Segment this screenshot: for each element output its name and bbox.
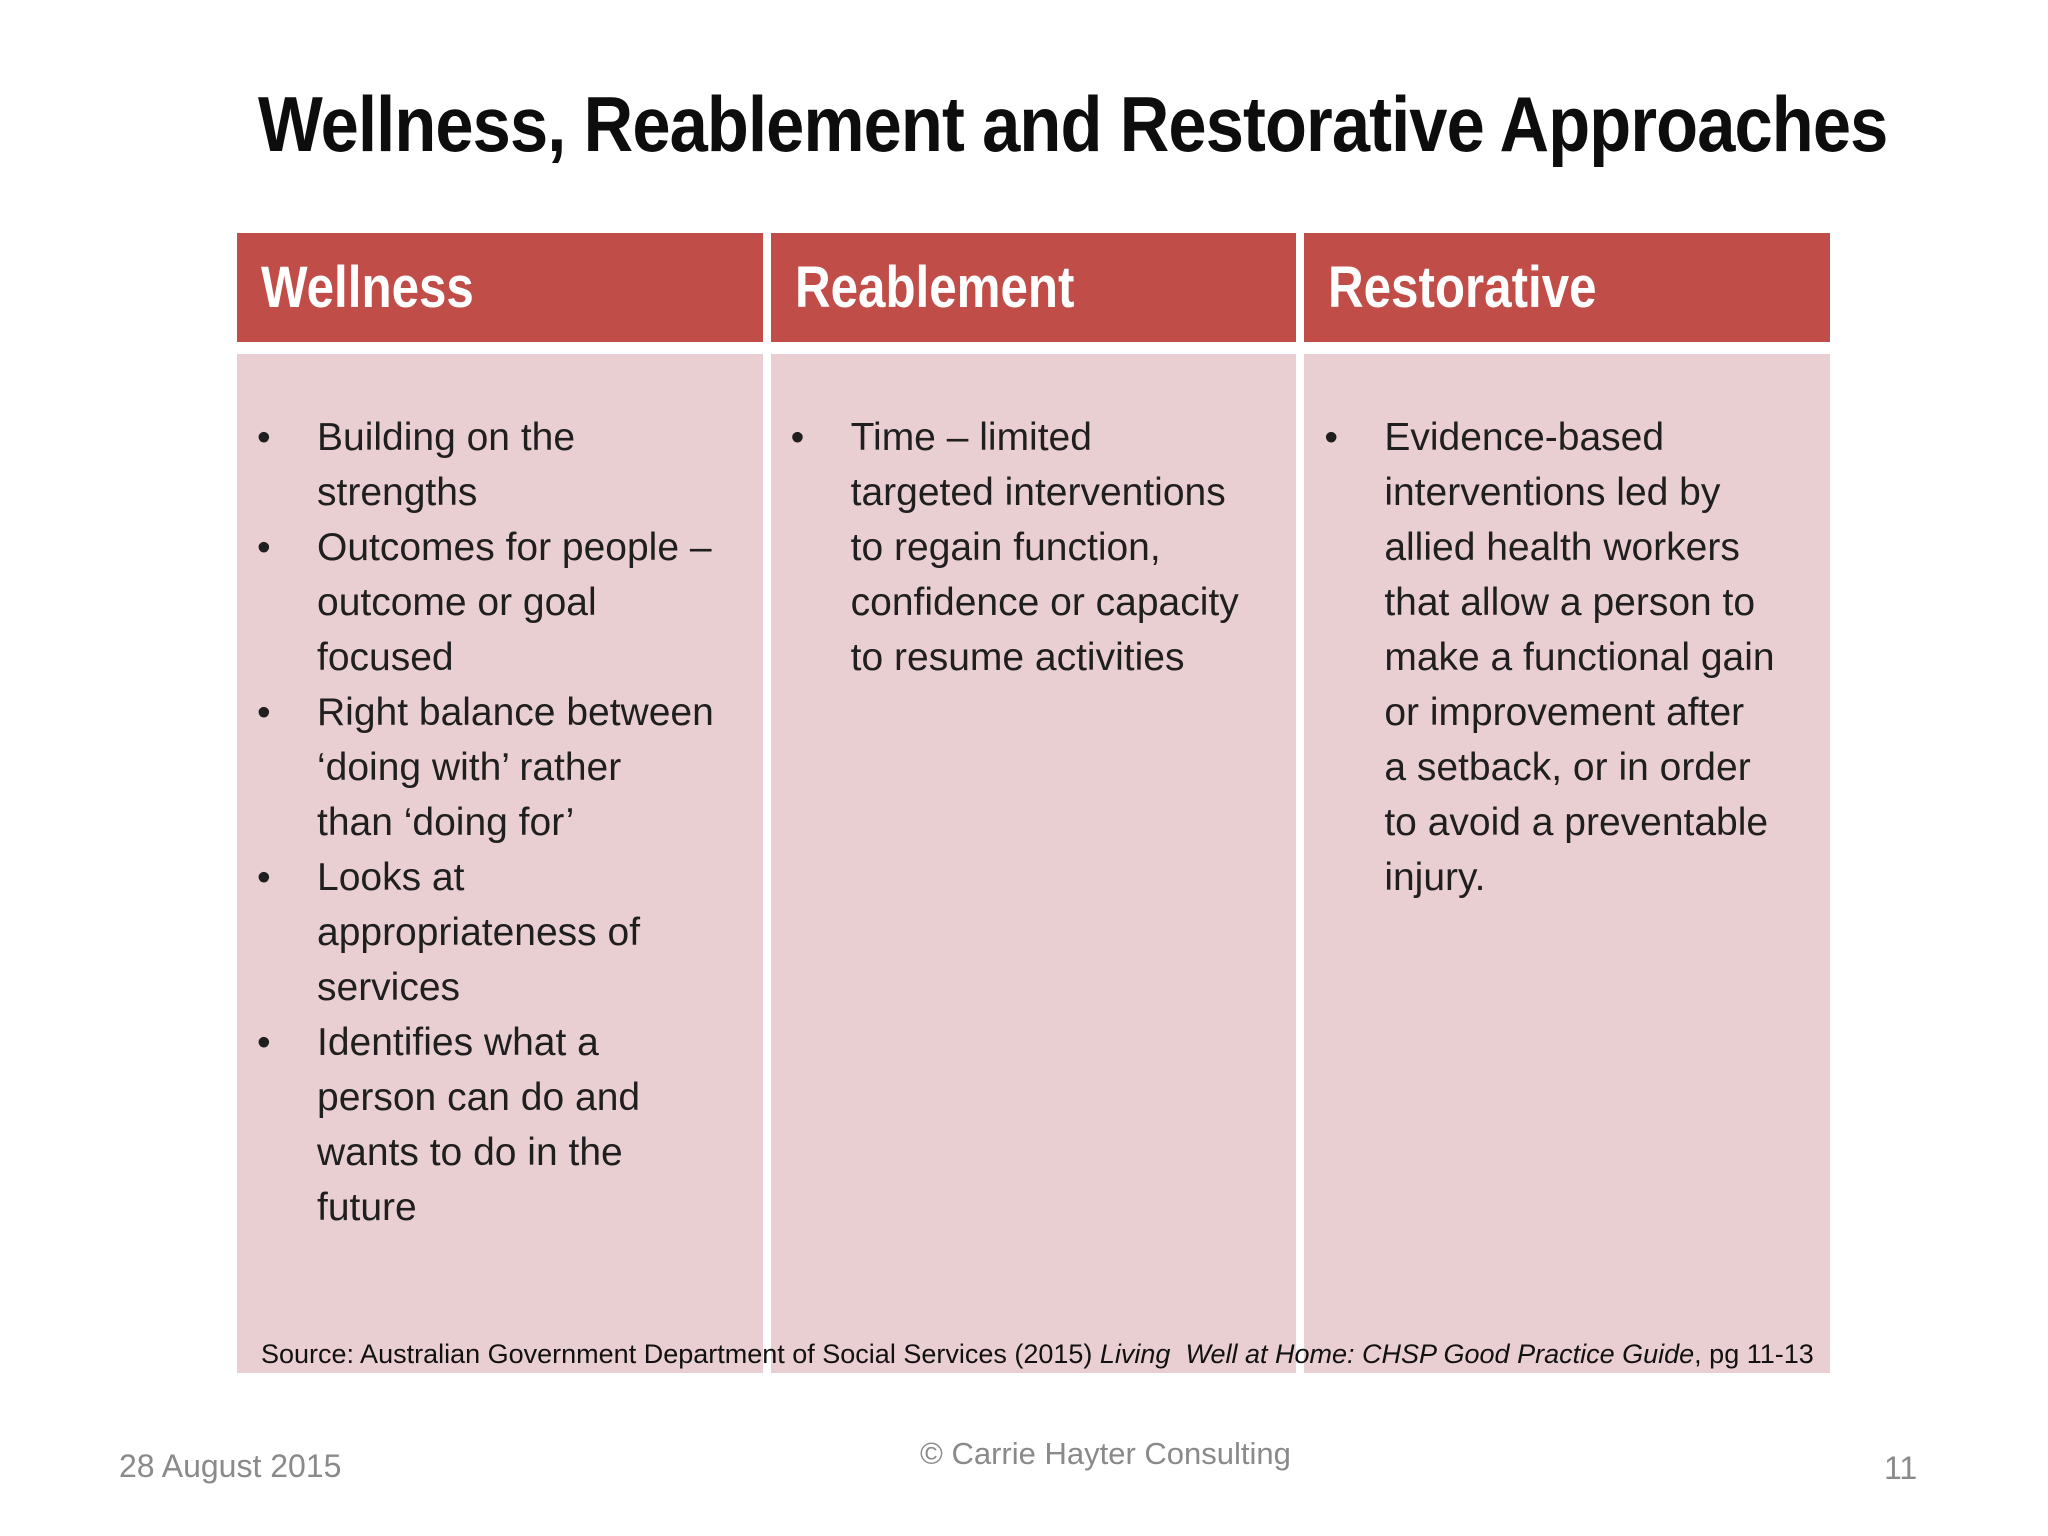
bullet-text: Right balance between ‘doing with’ rathe… (317, 691, 714, 844)
bullet-marker: • (257, 691, 271, 734)
bullet-text: Building on the strengths (317, 416, 576, 514)
bullet-item: • Looks at appropriateness of services (257, 850, 755, 1015)
bullet-marker: • (790, 416, 805, 459)
column-body-wellness: • Building on the strengths • Outcomes f… (237, 354, 763, 1373)
column-header-label: Restorative (1328, 255, 1597, 320)
column-body-restorative: • Evidence-based interventions led by al… (1304, 354, 1830, 1373)
column-header-reablement: Reablement (770, 233, 1297, 342)
bullet-text: Time – limited targeted interventions to… (850, 416, 1239, 679)
bullet-marker: • (257, 416, 271, 459)
comparison-table: Wellness Reablement Restorative • Buildi… (237, 233, 1830, 1373)
bullet-text: Outcomes for people – outcome or goal fo… (317, 526, 712, 679)
column-header-label: Reablement (794, 255, 1075, 320)
source-citation: Source: Australian Government Department… (261, 1339, 1814, 1370)
column-header-restorative: Restorative (1304, 233, 1830, 342)
column-header-wellness: Wellness (237, 233, 763, 342)
source-suffix: , pg 11-13 (1694, 1339, 1814, 1369)
slide-title: Wellness, Reablement and Restorative App… (258, 80, 1888, 168)
bullet-item: • Right balance between ‘doing with’ rat… (257, 685, 755, 850)
footer-date: 28 August 2015 (119, 1448, 342, 1484)
bullet-marker: • (257, 526, 271, 569)
bullet-item: • Identifies what a person can do and wa… (257, 1015, 755, 1235)
bullet-marker: • (257, 1021, 271, 1064)
bullet-text: Looks at appropriateness of services (317, 856, 641, 1009)
source-prefix: Source: Australian Government Department… (261, 1339, 1100, 1369)
footer-page-number: 11 (1884, 1450, 1918, 1486)
bullet-item: • Evidence-based interventions led by al… (1324, 410, 1822, 905)
column-header-label: Wellness (261, 255, 474, 320)
bullet-text: Identifies what a person can do and want… (317, 1021, 641, 1229)
source-italic-title: Living Well at Home: CHSP Good Practice … (1099, 1339, 1695, 1369)
bullet-marker: • (1324, 416, 1338, 459)
bullet-text: Evidence-based interventions led by alli… (1384, 416, 1775, 899)
bullet-marker: • (257, 856, 271, 899)
bullet-item: • Building on the strengths (257, 410, 755, 520)
column-body-reablement: • Time – limited targeted interventions … (770, 354, 1297, 1373)
bullet-item: • Time – limited targeted interventions … (791, 410, 1289, 685)
bullet-item: • Outcomes for people – outcome or goal … (257, 520, 755, 685)
footer-copyright: © Carrie Hayter Consulting (920, 1436, 1291, 1471)
